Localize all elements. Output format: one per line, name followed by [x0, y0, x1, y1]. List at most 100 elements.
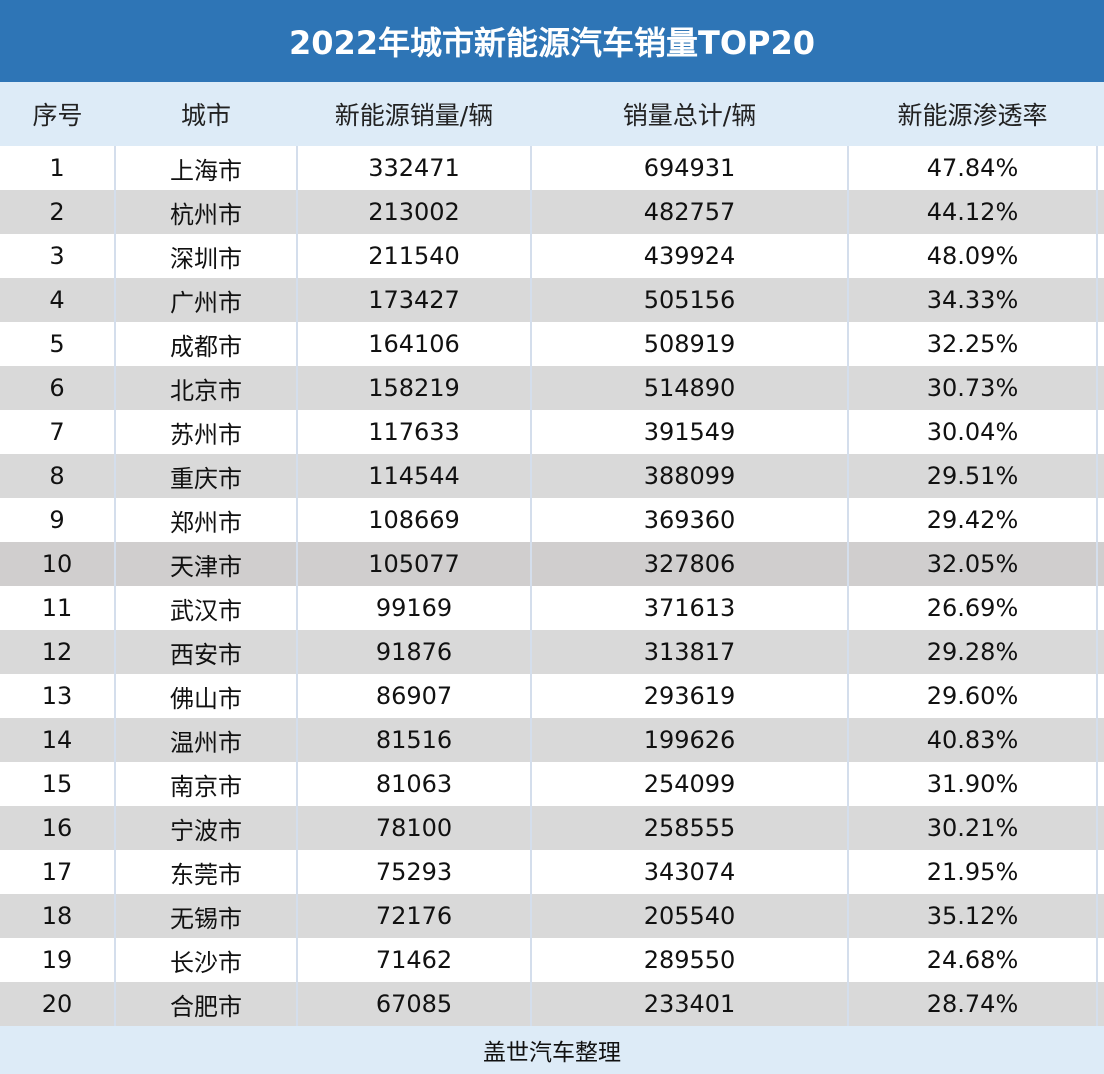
header-row: 序号 城市 新能源销量/辆 销量总计/辆 新能源渗透率 [0, 82, 1104, 146]
cell-nev-sales: 67085 [296, 982, 531, 1026]
table-row: 2 杭州市 213002 482757 44.12% [0, 190, 1104, 234]
table-row: 1 上海市 332471 694931 47.84% [0, 146, 1104, 190]
cell-penetration: 35.12% [847, 894, 1097, 938]
cell-spacer [1096, 410, 1104, 454]
cell-spacer [1096, 982, 1104, 1026]
cell-nev-sales: 91876 [296, 630, 531, 674]
cell-nev-sales: 105077 [296, 542, 531, 586]
cell-city: 佛山市 [114, 674, 297, 718]
footer-source: 盖世汽车整理 [0, 1026, 1104, 1074]
cell-nev-sales: 211540 [296, 234, 531, 278]
cell-nev-sales: 173427 [296, 278, 531, 322]
cell-nev-sales: 114544 [296, 454, 531, 498]
cell-spacer [1096, 938, 1104, 982]
cell-penetration: 21.95% [847, 850, 1097, 894]
cell-rank: 7 [49, 418, 65, 446]
header-city: 城市 [115, 82, 297, 146]
cell-penetration: 30.21% [847, 806, 1097, 850]
cell-penetration: 28.74% [847, 982, 1097, 1026]
cell-total-sales: 327806 [530, 542, 848, 586]
cell-city: 重庆市 [114, 454, 297, 498]
cell-nev-sales: 117633 [296, 410, 531, 454]
cell-total-sales: 514890 [530, 366, 848, 410]
cell-total-sales: 388099 [530, 454, 848, 498]
cell-city: 北京市 [114, 366, 297, 410]
cell-spacer [1096, 894, 1104, 938]
cell-spacer [1096, 190, 1104, 234]
cell-penetration: 29.51% [847, 454, 1097, 498]
cell-nev-sales: 108669 [296, 498, 531, 542]
cell-nev-sales: 71462 [296, 938, 531, 982]
table-row: 10 天津市 105077 327806 32.05% [0, 542, 1104, 586]
cell-penetration: 31.90% [847, 762, 1097, 806]
table-row: 15 南京市 81063 254099 31.90% [0, 762, 1104, 806]
table-row: 4 广州市 173427 505156 34.33% [0, 278, 1104, 322]
cell-nev-sales: 164106 [296, 322, 531, 366]
cell-penetration: 44.12% [847, 190, 1097, 234]
cell-penetration: 29.42% [847, 498, 1097, 542]
cell-rank: 5 [49, 330, 65, 358]
cell-total-sales: 369360 [530, 498, 848, 542]
cell-rank: 14 [0, 718, 115, 762]
cell-city: 广州市 [114, 278, 297, 322]
table-row: 20 合肥市 67085 233401 28.74% [0, 982, 1104, 1026]
cell-city: 宁波市 [114, 806, 297, 850]
cell-total-sales: 371613 [530, 586, 848, 630]
cell-total-sales: 505156 [530, 278, 848, 322]
cell-city: 温州市 [114, 718, 297, 762]
cell-city: 苏州市 [114, 410, 297, 454]
table-row: 7 苏州市 117633 391549 30.04% [0, 410, 1104, 454]
cell-spacer [1096, 234, 1104, 278]
table-row: 11 武汉市 99169 371613 26.69% [0, 586, 1104, 630]
table-row: 14 温州市 81516 199626 40.83% [0, 718, 1104, 762]
cell-rank: 1 [49, 154, 65, 182]
cell-nev-sales: 81516 [296, 718, 531, 762]
cell-city: 天津市 [114, 542, 297, 586]
cell-spacer [1096, 806, 1104, 850]
header-nev-sales: 新能源销量/辆 [297, 82, 531, 146]
cell-total-sales: 205540 [530, 894, 848, 938]
table-title: 2022年城市新能源汽车销量TOP20 [0, 0, 1104, 82]
cell-total-sales: 391549 [530, 410, 848, 454]
cell-spacer [1096, 850, 1104, 894]
cell-spacer [1096, 366, 1104, 410]
cell-total-sales: 439924 [530, 234, 848, 278]
cell-spacer [1096, 630, 1104, 674]
cell-total-sales: 343074 [530, 850, 848, 894]
cell-total-sales: 482757 [530, 190, 848, 234]
table-row: 3 深圳市 211540 439924 48.09% [0, 234, 1104, 278]
cell-rank: 19 [41, 946, 73, 974]
cell-penetration: 30.73% [847, 366, 1097, 410]
cell-rank: 8 [0, 454, 115, 498]
cell-penetration: 34.33% [847, 278, 1097, 322]
table-row: 17 东莞市 75293 343074 21.95% [0, 850, 1104, 894]
cell-rank: 15 [41, 770, 73, 798]
cell-spacer [1096, 586, 1104, 630]
table-row: 5 成都市 164106 508919 32.25% [0, 322, 1104, 366]
cell-nev-sales: 99169 [296, 586, 531, 630]
cell-city: 深圳市 [114, 234, 297, 278]
cell-city: 杭州市 [114, 190, 297, 234]
cell-penetration: 30.04% [847, 410, 1097, 454]
cell-rank: 11 [41, 594, 73, 622]
cell-city: 东莞市 [114, 850, 297, 894]
cell-penetration: 26.69% [847, 586, 1097, 630]
cell-penetration: 32.05% [847, 542, 1097, 586]
cell-penetration: 47.84% [847, 146, 1097, 190]
table-row: 9 郑州市 108669 369360 29.42% [0, 498, 1104, 542]
header-rank: 序号 [0, 82, 115, 146]
table-row: 13 佛山市 86907 293619 29.60% [0, 674, 1104, 718]
cell-spacer [1096, 146, 1104, 190]
cell-nev-sales: 78100 [296, 806, 531, 850]
cell-penetration: 48.09% [847, 234, 1097, 278]
cell-city: 南京市 [114, 762, 297, 806]
cell-nev-sales: 75293 [296, 850, 531, 894]
table-row: 8 重庆市 114544 388099 29.51% [0, 454, 1104, 498]
cell-nev-sales: 86907 [296, 674, 531, 718]
cell-spacer [1096, 762, 1104, 806]
header-total-sales: 销量总计/辆 [531, 82, 848, 146]
cell-rank: 4 [0, 278, 115, 322]
cell-city: 郑州市 [114, 498, 297, 542]
cell-city: 合肥市 [114, 982, 297, 1026]
cell-penetration: 32.25% [847, 322, 1097, 366]
